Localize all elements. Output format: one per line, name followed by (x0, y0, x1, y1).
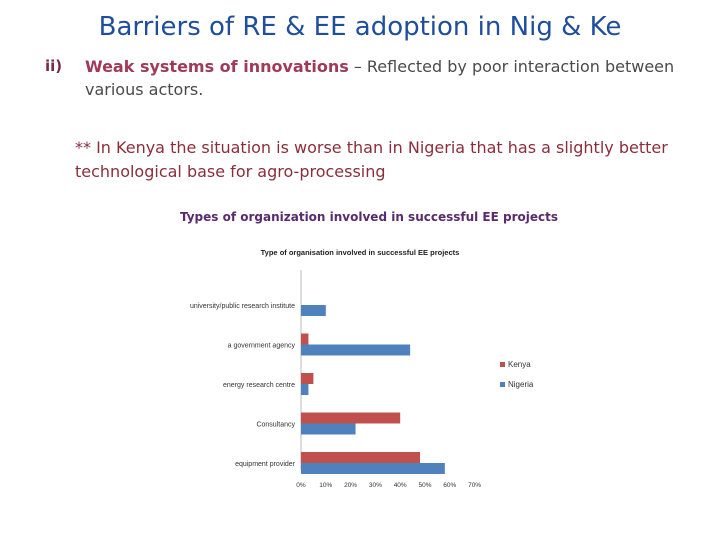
bullet-text: Weak systems of innovations – Reflected … (85, 55, 685, 101)
bullet-highlight: Weak systems of innovations (85, 57, 349, 76)
x-tick-label: 10% (319, 482, 332, 489)
note-text: ** In Kenya the situation is worse than … (75, 138, 668, 181)
category-label: a government agency (228, 343, 296, 350)
legend-label: Nigeria (508, 380, 534, 389)
bar-nigeria (301, 384, 309, 395)
x-tick-label: 50% (418, 482, 431, 489)
bar-kenya (301, 373, 314, 384)
x-tick-label: 70% (468, 482, 481, 489)
bar-kenya (301, 333, 309, 345)
x-tick-label: 30% (369, 482, 382, 489)
bar-nigeria (301, 423, 356, 435)
bullet-rest: – Reflected by poor interaction between … (85, 57, 675, 99)
bar-nigeria (301, 463, 445, 474)
chart-caption: Types of organization involved in succes… (179, 210, 559, 224)
bar-nigeria (301, 305, 326, 316)
x-tick-label: 20% (344, 482, 357, 489)
inner-chart-title: Type of organisation involved in success… (261, 248, 460, 257)
legend-swatch (500, 362, 505, 367)
item-number: ii) (45, 57, 63, 75)
bar-nigeria (301, 344, 411, 356)
x-tick-label: 60% (443, 482, 456, 489)
category-label: energy research centre (223, 382, 295, 389)
x-tick-label: 0% (296, 482, 306, 489)
bar-kenya (301, 412, 401, 424)
legend-swatch (500, 382, 505, 387)
category-label: university/public research institute (190, 303, 295, 310)
bar-kenya (301, 452, 421, 463)
category-label: Consultancy (256, 422, 295, 429)
slide-title: Barriers of RE & EE adoption in Nig & Ke (98, 12, 622, 42)
legend-label: Kenya (508, 360, 531, 369)
category-label: equipment provider (235, 461, 296, 468)
x-tick-label: 40% (394, 482, 407, 489)
